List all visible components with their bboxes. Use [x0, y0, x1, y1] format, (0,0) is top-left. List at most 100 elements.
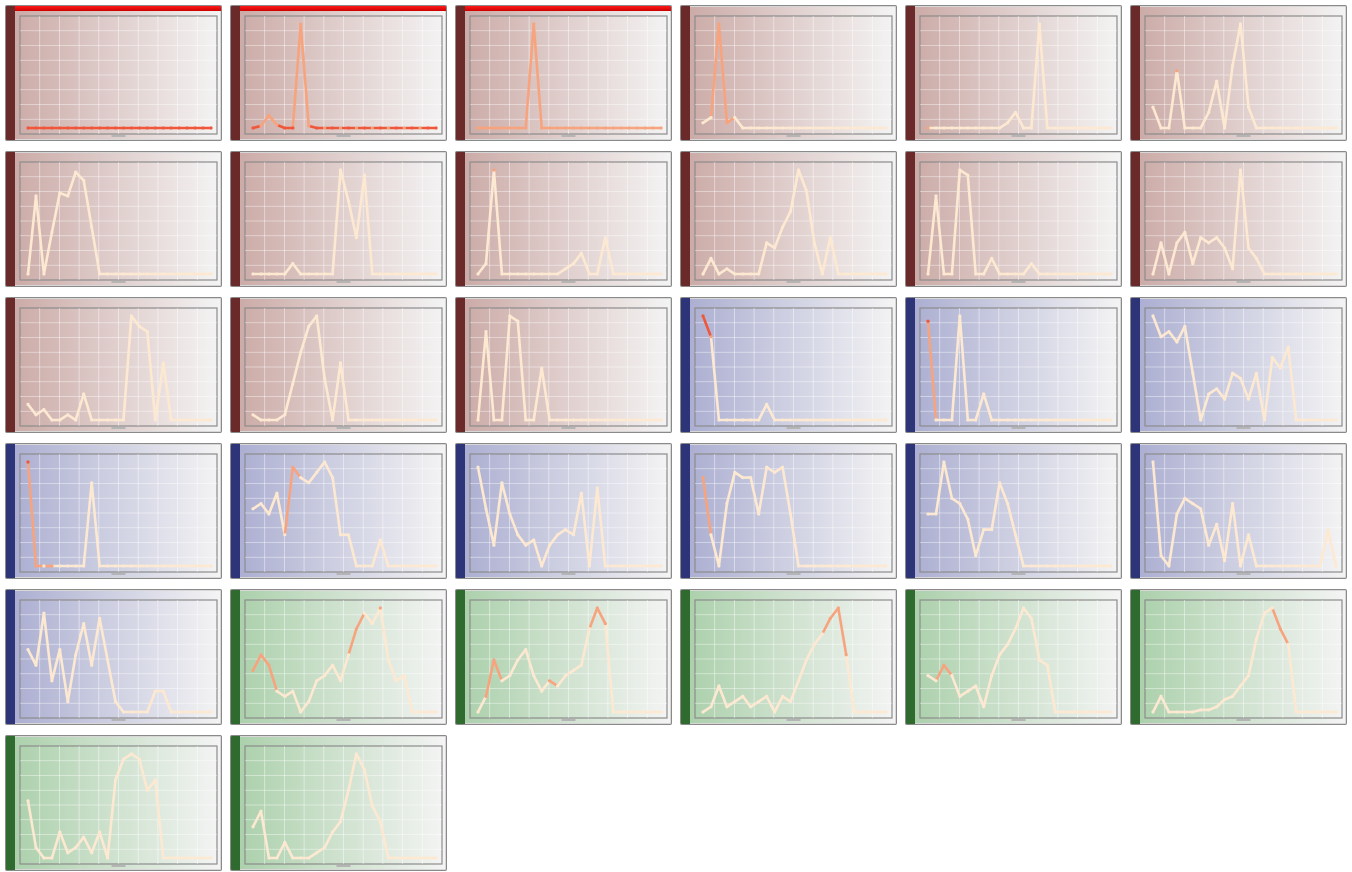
plot-thumbnail[interactable]	[230, 297, 447, 433]
data-point	[556, 418, 560, 422]
plot-thumbnail[interactable]	[5, 443, 222, 579]
plot-thumbnail[interactable]	[230, 443, 447, 579]
plot-thumbnail[interactable]	[905, 589, 1122, 725]
data-point	[1151, 710, 1155, 714]
data-point	[1334, 564, 1338, 568]
plot-thumbnail[interactable]	[680, 443, 897, 579]
plot-thumbnail[interactable]	[230, 151, 447, 287]
data-point	[781, 694, 785, 698]
data-point	[990, 256, 994, 260]
data-point	[251, 272, 255, 276]
data-point	[733, 700, 737, 704]
data-point	[169, 856, 173, 860]
data-point	[362, 564, 366, 568]
data-point	[354, 752, 358, 756]
series-segment	[130, 314, 141, 328]
data-point	[796, 126, 801, 130]
plot-thumbnail[interactable]	[455, 443, 672, 579]
data-point	[1183, 230, 1187, 234]
plot-thumbnail[interactable]	[5, 735, 222, 871]
series-segment	[82, 622, 93, 667]
plot-thumbnail[interactable]	[455, 151, 672, 287]
data-point	[619, 710, 623, 714]
data-point	[627, 710, 631, 714]
plot-thumbnail[interactable]	[680, 297, 897, 433]
data-point	[113, 778, 118, 782]
data-point	[587, 126, 591, 130]
group-stripe	[231, 736, 240, 870]
series-segment	[26, 403, 38, 417]
plot-thumbnail[interactable]	[905, 297, 1122, 433]
data-point	[587, 272, 591, 276]
plot-thumbnail[interactable]	[1130, 443, 1347, 579]
series-segment	[1199, 392, 1210, 422]
data-point	[796, 679, 801, 683]
data-point	[1302, 126, 1306, 130]
data-point	[659, 564, 663, 568]
plot-thumbnail[interactable]	[230, 5, 447, 141]
data-point	[1077, 564, 1081, 568]
plot-thumbnail[interactable]	[905, 151, 1122, 287]
data-point	[98, 126, 102, 130]
series-segment	[259, 502, 271, 516]
line-chart	[919, 453, 1118, 575]
series-segment	[709, 335, 721, 422]
series-segment	[1231, 502, 1242, 568]
data-point	[1109, 272, 1113, 276]
plot-thumbnail[interactable]	[455, 589, 672, 725]
data-point	[1175, 340, 1179, 344]
plot-thumbnail[interactable]	[5, 589, 222, 725]
series-segment	[122, 314, 133, 422]
data-point	[1231, 64, 1235, 68]
plot-thumbnail[interactable]	[1130, 589, 1347, 725]
data-point	[426, 272, 430, 276]
line-chart	[19, 453, 218, 575]
plot-thumbnail[interactable]	[455, 297, 672, 433]
data-point	[34, 846, 38, 850]
plot-thumbnail[interactable]	[680, 589, 897, 725]
series-segment	[331, 361, 342, 422]
line-chart	[244, 599, 443, 721]
plot-thumbnail[interactable]	[905, 5, 1122, 141]
plot-thumbnail[interactable]	[905, 443, 1122, 579]
data-point	[958, 314, 962, 318]
data-point	[571, 262, 576, 266]
data-point	[788, 512, 793, 516]
plot-thumbnail[interactable]	[455, 5, 672, 141]
data-point	[1215, 79, 1219, 83]
data-point	[394, 126, 398, 130]
plot-thumbnail[interactable]	[680, 5, 897, 141]
series-segment	[1223, 371, 1234, 401]
data-point	[812, 241, 816, 245]
plot-gridlines	[1145, 16, 1342, 134]
data-point	[508, 674, 512, 678]
plot-thumbnail[interactable]	[1130, 151, 1347, 287]
data-point	[1246, 397, 1251, 401]
series-segment	[50, 830, 62, 860]
series-segment	[476, 330, 488, 422]
line-chart	[244, 745, 443, 867]
data-point	[1175, 512, 1179, 516]
data-point	[990, 126, 994, 130]
data-point	[611, 418, 615, 422]
data-point	[635, 272, 639, 276]
plot-thumbnail[interactable]	[1130, 5, 1347, 141]
data-point	[524, 126, 528, 130]
plot-thumbnail[interactable]	[5, 5, 222, 141]
plot-thumbnail[interactable]	[230, 589, 447, 725]
plot-thumbnail[interactable]	[230, 735, 447, 871]
data-point	[193, 564, 197, 568]
data-point	[926, 319, 930, 323]
data-point	[161, 126, 165, 130]
data-point	[587, 418, 591, 422]
plot-thumbnail[interactable]	[5, 297, 222, 433]
data-point	[106, 126, 110, 130]
plot-thumbnail[interactable]	[1130, 297, 1347, 433]
plot-thumbnail[interactable]	[5, 151, 222, 287]
plot-thumbnail[interactable]	[680, 151, 897, 287]
data-point	[66, 413, 70, 417]
data-point	[137, 324, 141, 328]
data-point	[852, 710, 856, 714]
data-point	[1053, 418, 1057, 422]
data-point	[402, 418, 406, 422]
